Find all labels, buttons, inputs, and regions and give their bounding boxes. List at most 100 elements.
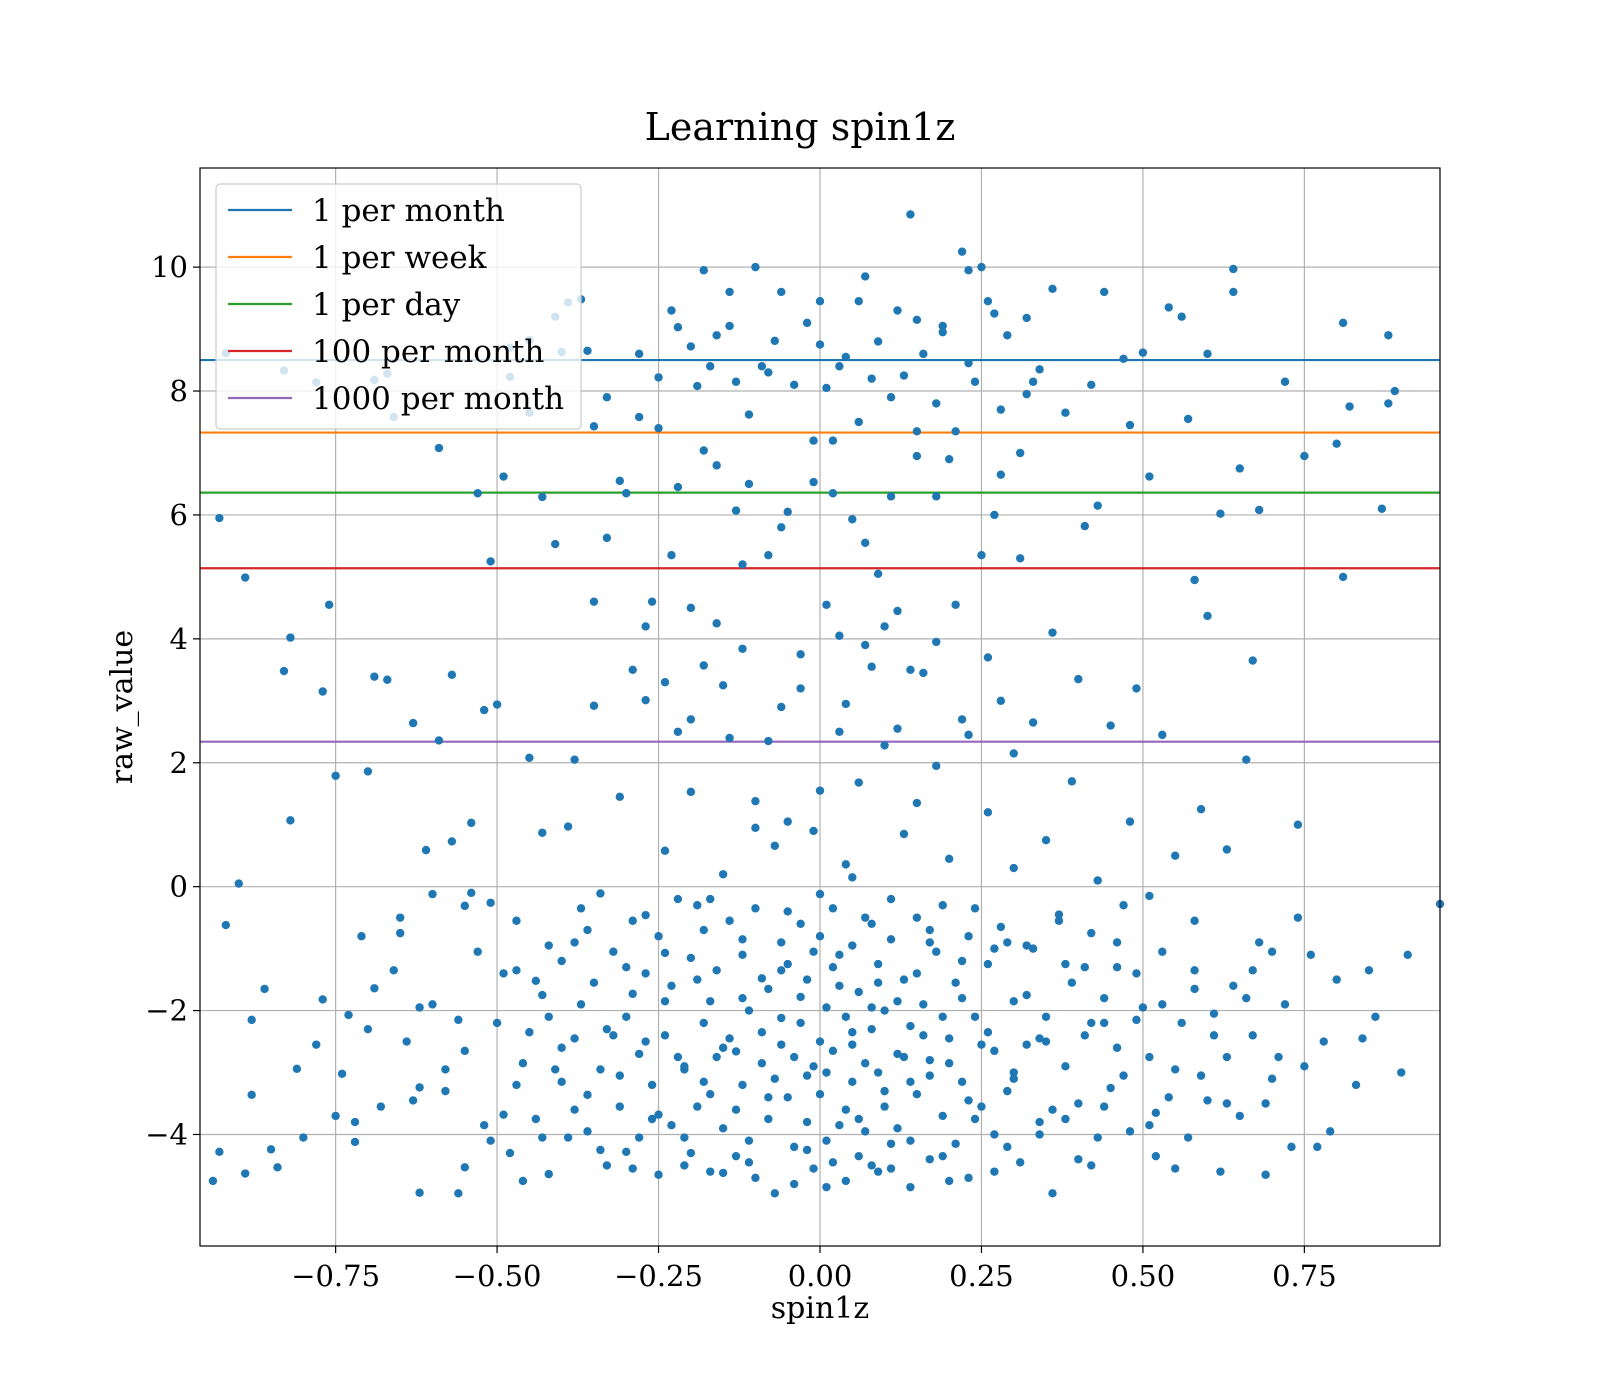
data-point — [286, 633, 295, 642]
data-point — [912, 315, 922, 324]
data-point — [499, 472, 508, 481]
data-point — [1028, 944, 1038, 953]
data-point — [518, 1176, 528, 1186]
data-point — [628, 1164, 637, 1173]
data-point — [1016, 554, 1025, 563]
data-point — [408, 718, 418, 728]
data-point — [731, 1047, 741, 1056]
data-point — [938, 1111, 947, 1121]
data-point — [802, 1145, 812, 1155]
data-point — [854, 778, 863, 787]
data-point — [938, 1151, 947, 1161]
data-point — [1112, 938, 1122, 947]
data-point — [1099, 1018, 1109, 1028]
data-point — [680, 1133, 689, 1142]
data-point — [919, 1000, 928, 1009]
data-point — [628, 989, 637, 999]
data-point — [861, 913, 870, 922]
data-point — [1093, 1133, 1102, 1142]
data-point — [957, 1077, 967, 1087]
data-point — [324, 600, 334, 609]
data-point — [932, 492, 941, 501]
data-point — [434, 443, 444, 453]
y-tick-label: −2 — [145, 994, 188, 1028]
data-point — [712, 966, 721, 975]
legend: 1 per month 1 per week 1 per day 100 per mo… — [215, 183, 582, 430]
data-point — [1074, 674, 1083, 684]
data-point — [1009, 997, 1018, 1006]
data-point — [1229, 264, 1238, 274]
data-point — [1242, 755, 1251, 764]
data-point — [970, 377, 980, 386]
data-point — [738, 950, 747, 960]
data-point — [383, 675, 392, 684]
data-point — [777, 1013, 786, 1023]
data-point — [1080, 1031, 1089, 1040]
data-point — [544, 1169, 553, 1179]
data-point — [731, 1151, 741, 1161]
data-point — [977, 551, 986, 560]
data-point — [1338, 572, 1348, 582]
data-point — [725, 733, 734, 743]
data-point — [1345, 402, 1354, 411]
data-point — [660, 1031, 670, 1040]
data-point — [964, 358, 973, 368]
data-point — [538, 828, 547, 837]
data-point — [1041, 1037, 1051, 1046]
data-point — [544, 1012, 553, 1021]
data-point — [1087, 1018, 1096, 1028]
data-point — [1158, 730, 1167, 740]
data-point — [802, 1117, 812, 1127]
data-point — [906, 210, 915, 219]
data-point — [983, 959, 993, 969]
data-point — [479, 1120, 489, 1130]
data-point — [1274, 1052, 1283, 1062]
data-point — [1003, 1086, 1012, 1096]
y-tick-label: 4 — [170, 622, 188, 656]
data-point — [951, 978, 960, 987]
data-point — [1041, 836, 1051, 845]
y-tick-label: 10 — [151, 250, 188, 284]
x-tick-label: −0.50 — [453, 1259, 542, 1293]
data-point — [609, 947, 618, 956]
data-point — [751, 904, 760, 913]
x-tick-label: 0.00 — [788, 1259, 853, 1293]
data-point — [1125, 420, 1135, 430]
data-point — [861, 1059, 870, 1068]
data-point — [854, 1151, 863, 1161]
data-point — [712, 1052, 721, 1062]
data-point — [408, 1096, 418, 1105]
data-point — [673, 1052, 683, 1062]
data-point — [628, 916, 637, 925]
data-point — [215, 1147, 224, 1157]
data-point — [706, 894, 715, 904]
data-point — [861, 272, 870, 281]
data-point — [266, 1145, 276, 1154]
data-point — [1171, 851, 1180, 860]
data-point — [718, 1043, 728, 1052]
data-point — [1022, 389, 1031, 399]
data-point — [1306, 950, 1316, 960]
data-point — [828, 1046, 838, 1056]
data-point — [1326, 1127, 1335, 1136]
data-point — [744, 1158, 754, 1167]
data-point — [512, 916, 521, 925]
data-point — [951, 1139, 960, 1148]
data-point — [1248, 1031, 1257, 1040]
data-point — [389, 966, 398, 975]
data-point — [583, 925, 592, 935]
data-point — [964, 730, 973, 740]
data-point — [1171, 1065, 1180, 1074]
data-point — [260, 984, 269, 994]
data-point — [789, 1052, 799, 1062]
data-point — [809, 477, 818, 487]
data-point — [680, 1161, 689, 1170]
x-tick-label: −0.75 — [291, 1259, 380, 1293]
data-point — [667, 981, 676, 990]
data-point — [441, 1086, 450, 1096]
data-point — [589, 422, 599, 431]
data-point — [731, 377, 741, 386]
data-point — [1145, 891, 1154, 901]
data-point — [802, 975, 812, 984]
data-point — [1080, 521, 1089, 531]
